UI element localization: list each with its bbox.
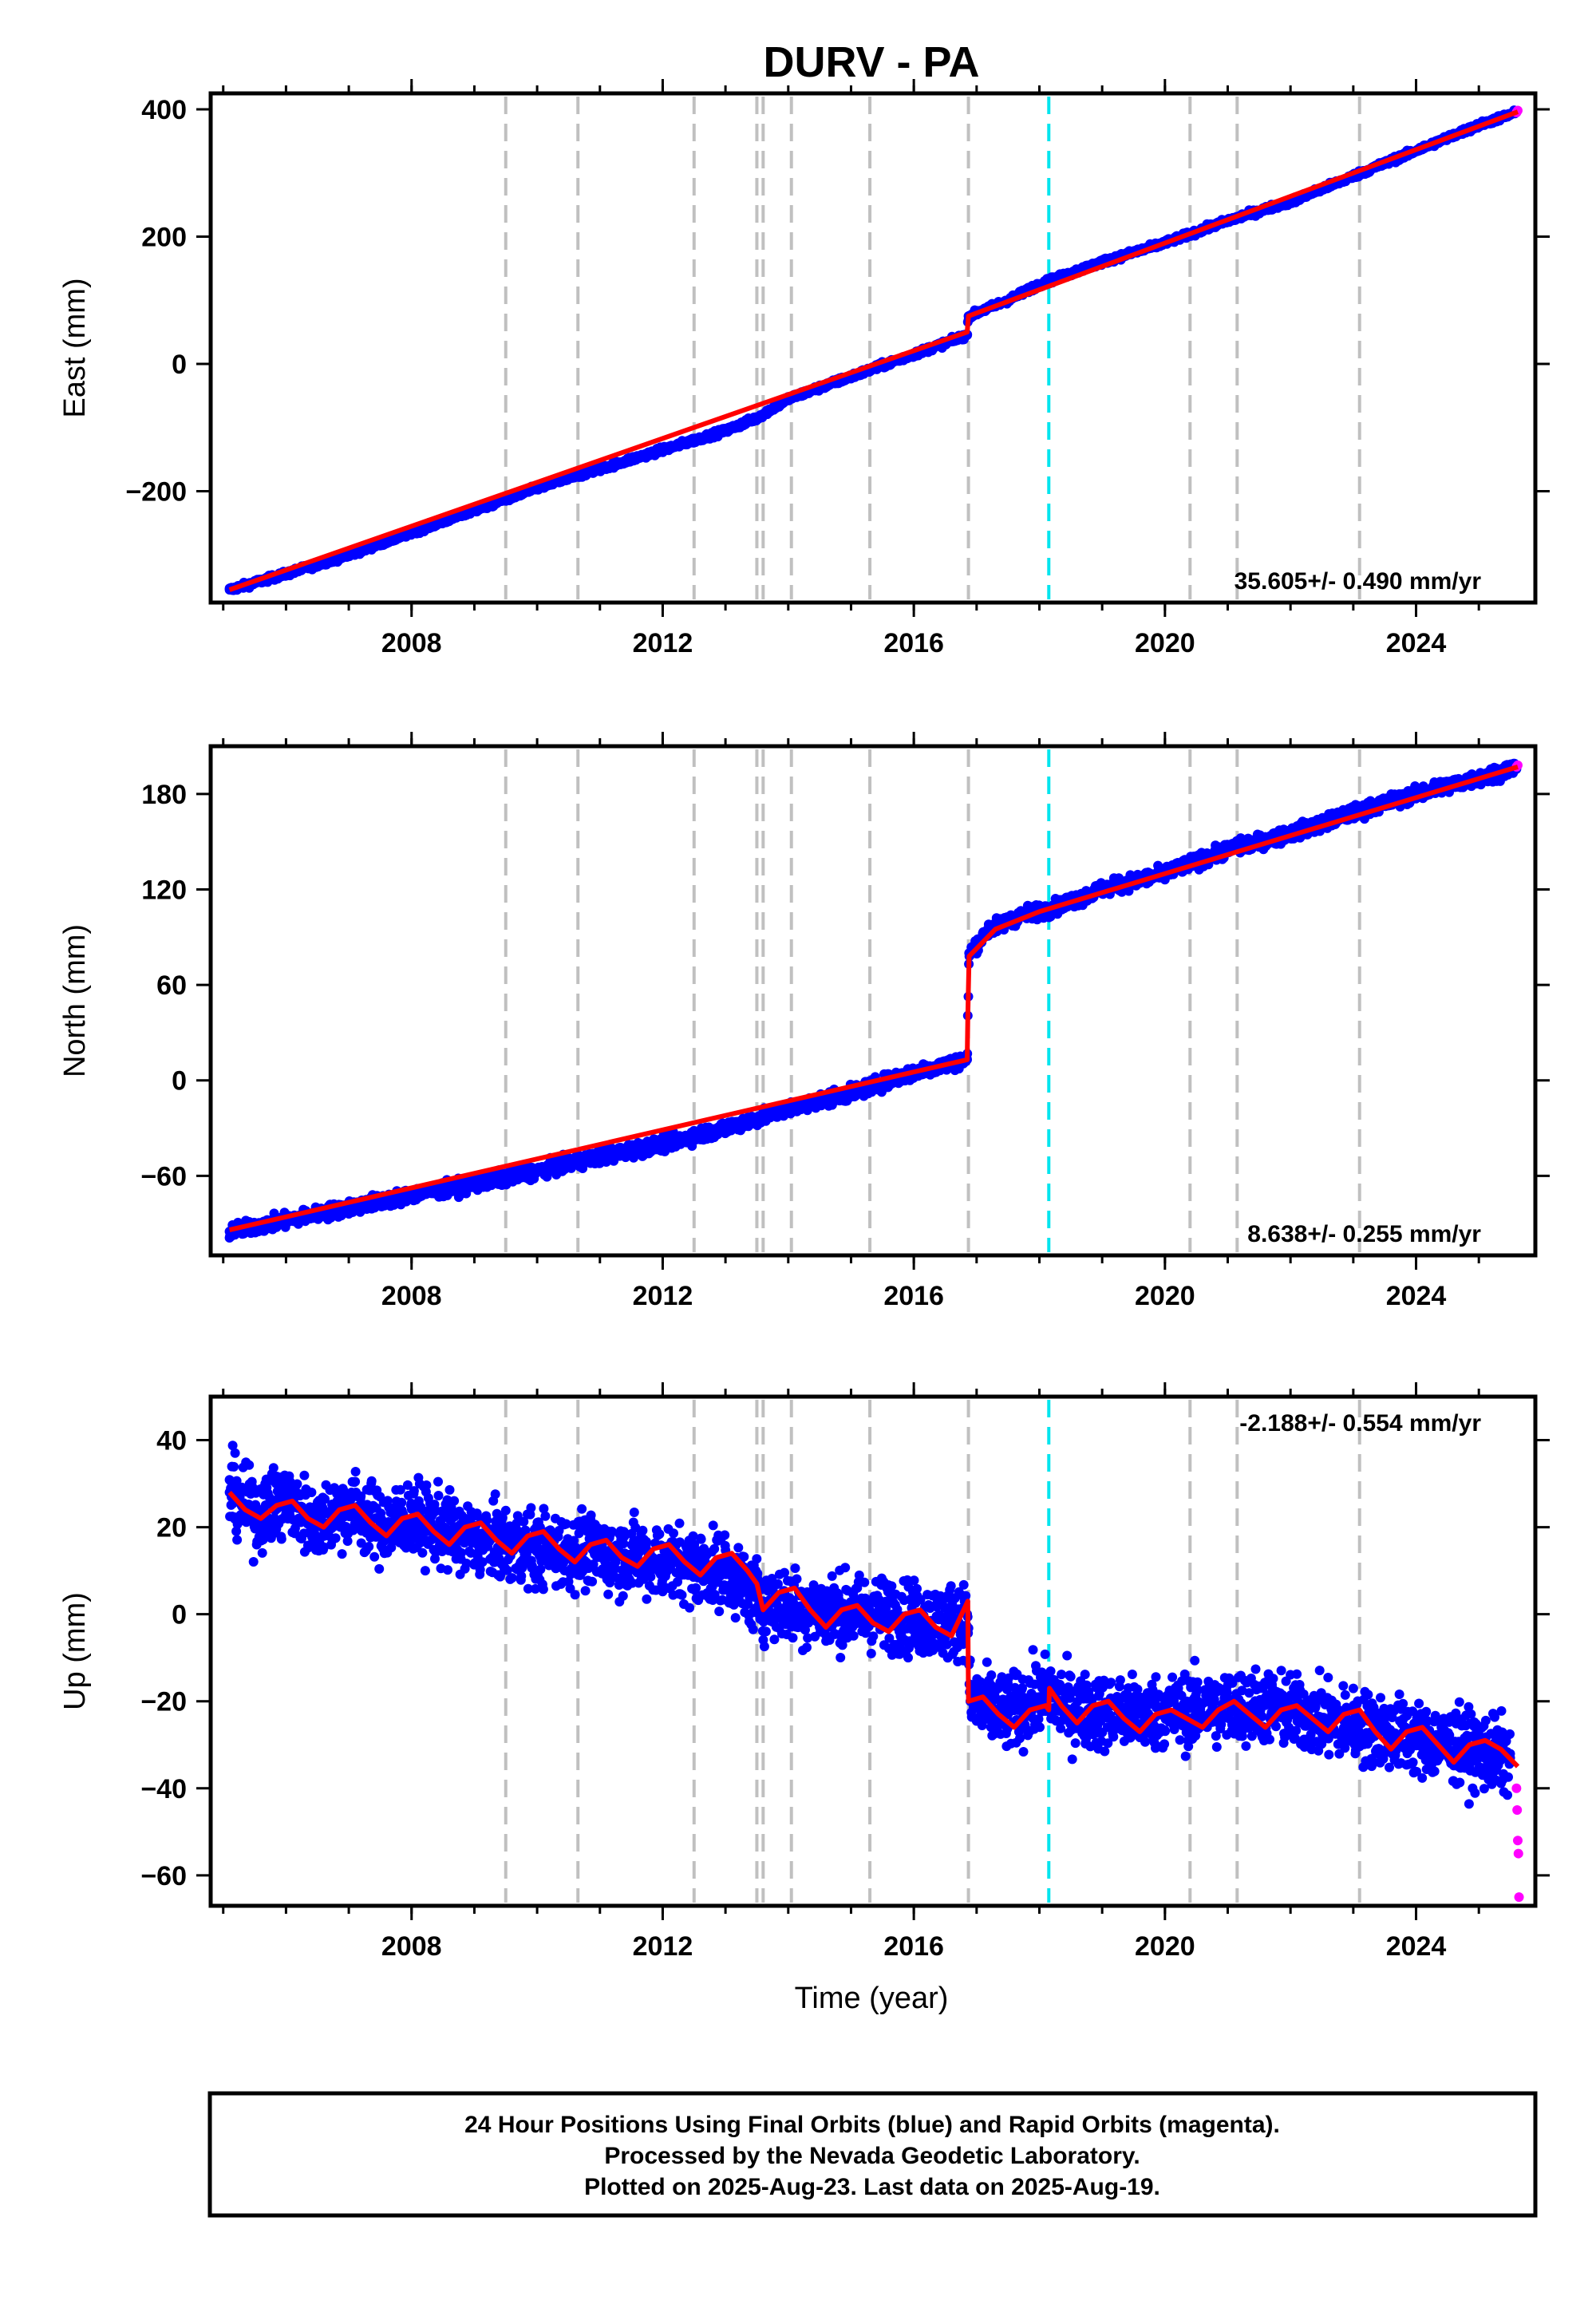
final-orbit-point — [595, 464, 605, 474]
data-points — [224, 105, 1523, 595]
x-tick-label: 2008 — [381, 628, 442, 658]
x-tick-label: 2020 — [1135, 628, 1195, 658]
final-orbit-point — [752, 413, 762, 423]
y-tick-label: 400 — [141, 95, 187, 125]
plot-frame — [208, 91, 1538, 605]
chart-title: DURV - PA — [763, 38, 979, 86]
y-axis-label: East (mm) — [58, 278, 92, 417]
final-orbit-point — [721, 425, 731, 436]
final-orbit-point — [469, 505, 480, 516]
y-tick-label: −200 — [125, 476, 187, 507]
final-orbit-point — [658, 445, 668, 455]
x-tick-label: 2012 — [633, 628, 693, 658]
final-orbit-point — [406, 528, 417, 538]
x-tick-label: 2024 — [1386, 628, 1447, 658]
final-orbit-point — [344, 550, 354, 560]
y-tick-label: 0 — [172, 350, 187, 380]
velocity-annotation: 35.605+/- 0.490 mm/yr — [1235, 568, 1482, 595]
x-tick-label: 2016 — [883, 628, 944, 658]
y-tick-label: 200 — [141, 222, 187, 252]
east-panel: 2008 2012 2016 2020 2024 −200 0 200 400 East (mm)… — [58, 79, 1550, 658]
model-fit-line — [228, 109, 1519, 592]
